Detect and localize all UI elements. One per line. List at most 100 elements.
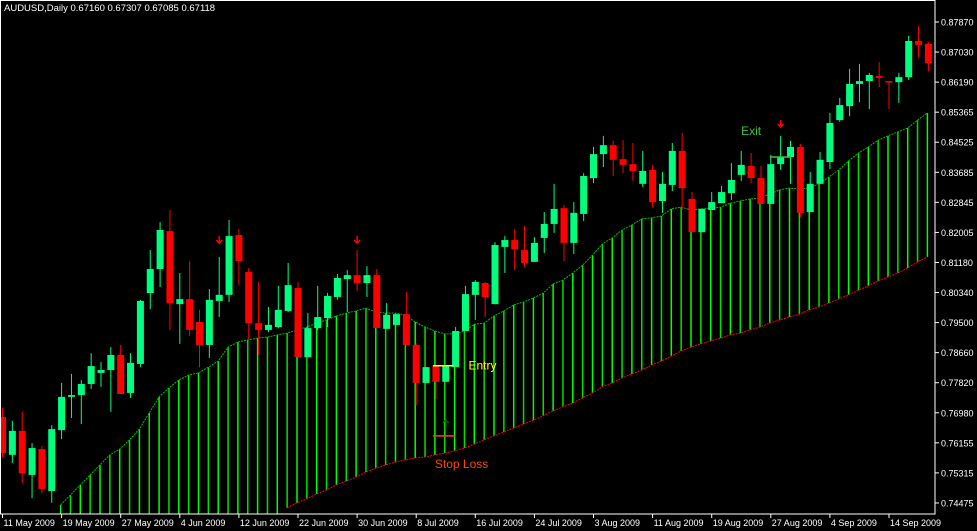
candle-body	[747, 165, 755, 179]
candle-body	[393, 314, 400, 325]
bullish-candle	[127, 353, 135, 398]
candle-body	[915, 40, 923, 45]
bearish-candle	[619, 140, 627, 174]
y-tick-label: 0.83685	[941, 168, 974, 178]
candle-body	[530, 242, 538, 262]
candle-body	[67, 395, 75, 397]
x-tick-label: 11 May 2009	[4, 518, 55, 528]
bearish-candle	[38, 445, 46, 494]
candle-body	[215, 294, 223, 301]
candle-body	[255, 323, 263, 330]
bullish-candle	[767, 154, 775, 204]
x-tick-label: 16 Jul 2009	[476, 518, 523, 528]
x-tick-label: 30 Jun 2009	[358, 518, 408, 528]
bullish-candle	[442, 366, 450, 382]
bullish-candle	[471, 280, 479, 320]
x-tick-label: 27 Aug 2009	[772, 518, 823, 528]
bearish-candle	[560, 204, 568, 262]
bullish-candle	[905, 35, 913, 81]
candle-body	[324, 295, 332, 319]
bearish-candle	[373, 269, 381, 329]
y-tick-label: 0.87030	[941, 48, 974, 58]
bullish-candle	[708, 192, 716, 210]
candle-body	[521, 250, 529, 263]
candle-body	[97, 370, 105, 373]
candle-body	[422, 367, 430, 383]
bullish-candle	[264, 306, 272, 333]
candle-body	[885, 81, 893, 83]
candle-body	[560, 208, 568, 243]
candle-body	[314, 317, 322, 329]
candle-body	[599, 145, 607, 155]
candle-body	[540, 223, 548, 238]
bearish-candle	[353, 250, 361, 291]
y-tick-label: 0.78660	[941, 348, 974, 358]
candle-body	[461, 294, 469, 331]
bearish-candle	[609, 140, 617, 176]
candle-body	[48, 429, 56, 492]
entry-label: Entry	[468, 359, 496, 373]
bullish-candle	[304, 313, 312, 358]
candle-body	[668, 150, 676, 185]
candle-body	[718, 192, 726, 204]
bullish-candle	[107, 347, 115, 412]
bearish-candle	[521, 226, 529, 267]
candle-body	[836, 105, 844, 121]
candle-body	[136, 300, 144, 364]
candle-body	[146, 269, 154, 294]
candle-body	[294, 288, 302, 358]
candle-body	[77, 383, 85, 396]
bearish-candle	[166, 209, 174, 330]
candle-body	[580, 175, 588, 214]
bullish-candle	[727, 163, 735, 200]
bearish-candle	[0, 407, 6, 458]
bullish-candle	[846, 68, 854, 117]
bullish-candle	[324, 293, 332, 328]
bullish-candle	[816, 151, 824, 184]
candle-body	[8, 430, 16, 455]
y-tick-label: 0.87870	[941, 18, 974, 28]
candle-body	[432, 366, 440, 382]
candle-body	[737, 164, 745, 175]
candle-body	[58, 396, 66, 431]
candle-body	[363, 275, 371, 284]
candle-body	[767, 164, 775, 204]
candle-body	[18, 430, 26, 474]
candle-body	[865, 74, 873, 82]
bullish-candle	[599, 135, 607, 168]
bearish-candle	[481, 281, 489, 318]
candle-body	[245, 271, 253, 324]
bearish-candle	[245, 267, 253, 340]
candle-body	[0, 416, 6, 454]
bullish-candle	[67, 373, 75, 418]
bearish-candle	[255, 281, 263, 355]
candle-body	[166, 231, 174, 304]
x-tick-label: 11 Aug 2009	[654, 518, 704, 528]
bullish-candle	[530, 237, 538, 262]
candle-body	[452, 330, 460, 368]
bearish-candle	[757, 165, 765, 204]
bullish-candle	[658, 172, 666, 213]
candle-body	[590, 154, 597, 179]
y-tick-label: 0.81180	[941, 258, 973, 268]
bullish-candle	[136, 299, 144, 368]
candle-body	[895, 77, 903, 83]
bullish-candle	[590, 146, 597, 184]
bearish-candle	[885, 81, 893, 110]
buy-arrow-icon	[442, 418, 450, 428]
bullish-candle	[787, 140, 794, 184]
bearish-candle	[629, 143, 637, 181]
candle-body	[629, 164, 637, 171]
bullish-candle	[806, 172, 814, 213]
x-tick-label: 4 Sep 2009	[831, 518, 877, 528]
bullish-candle	[343, 270, 351, 313]
trade-annotations	[215, 120, 791, 437]
candle-body	[846, 83, 854, 107]
candles	[0, 25, 932, 503]
bullish-candle	[461, 285, 469, 331]
bearish-candle	[511, 228, 519, 271]
y-tick-label: 0.76155	[941, 438, 974, 448]
bearish-candle	[688, 192, 696, 233]
